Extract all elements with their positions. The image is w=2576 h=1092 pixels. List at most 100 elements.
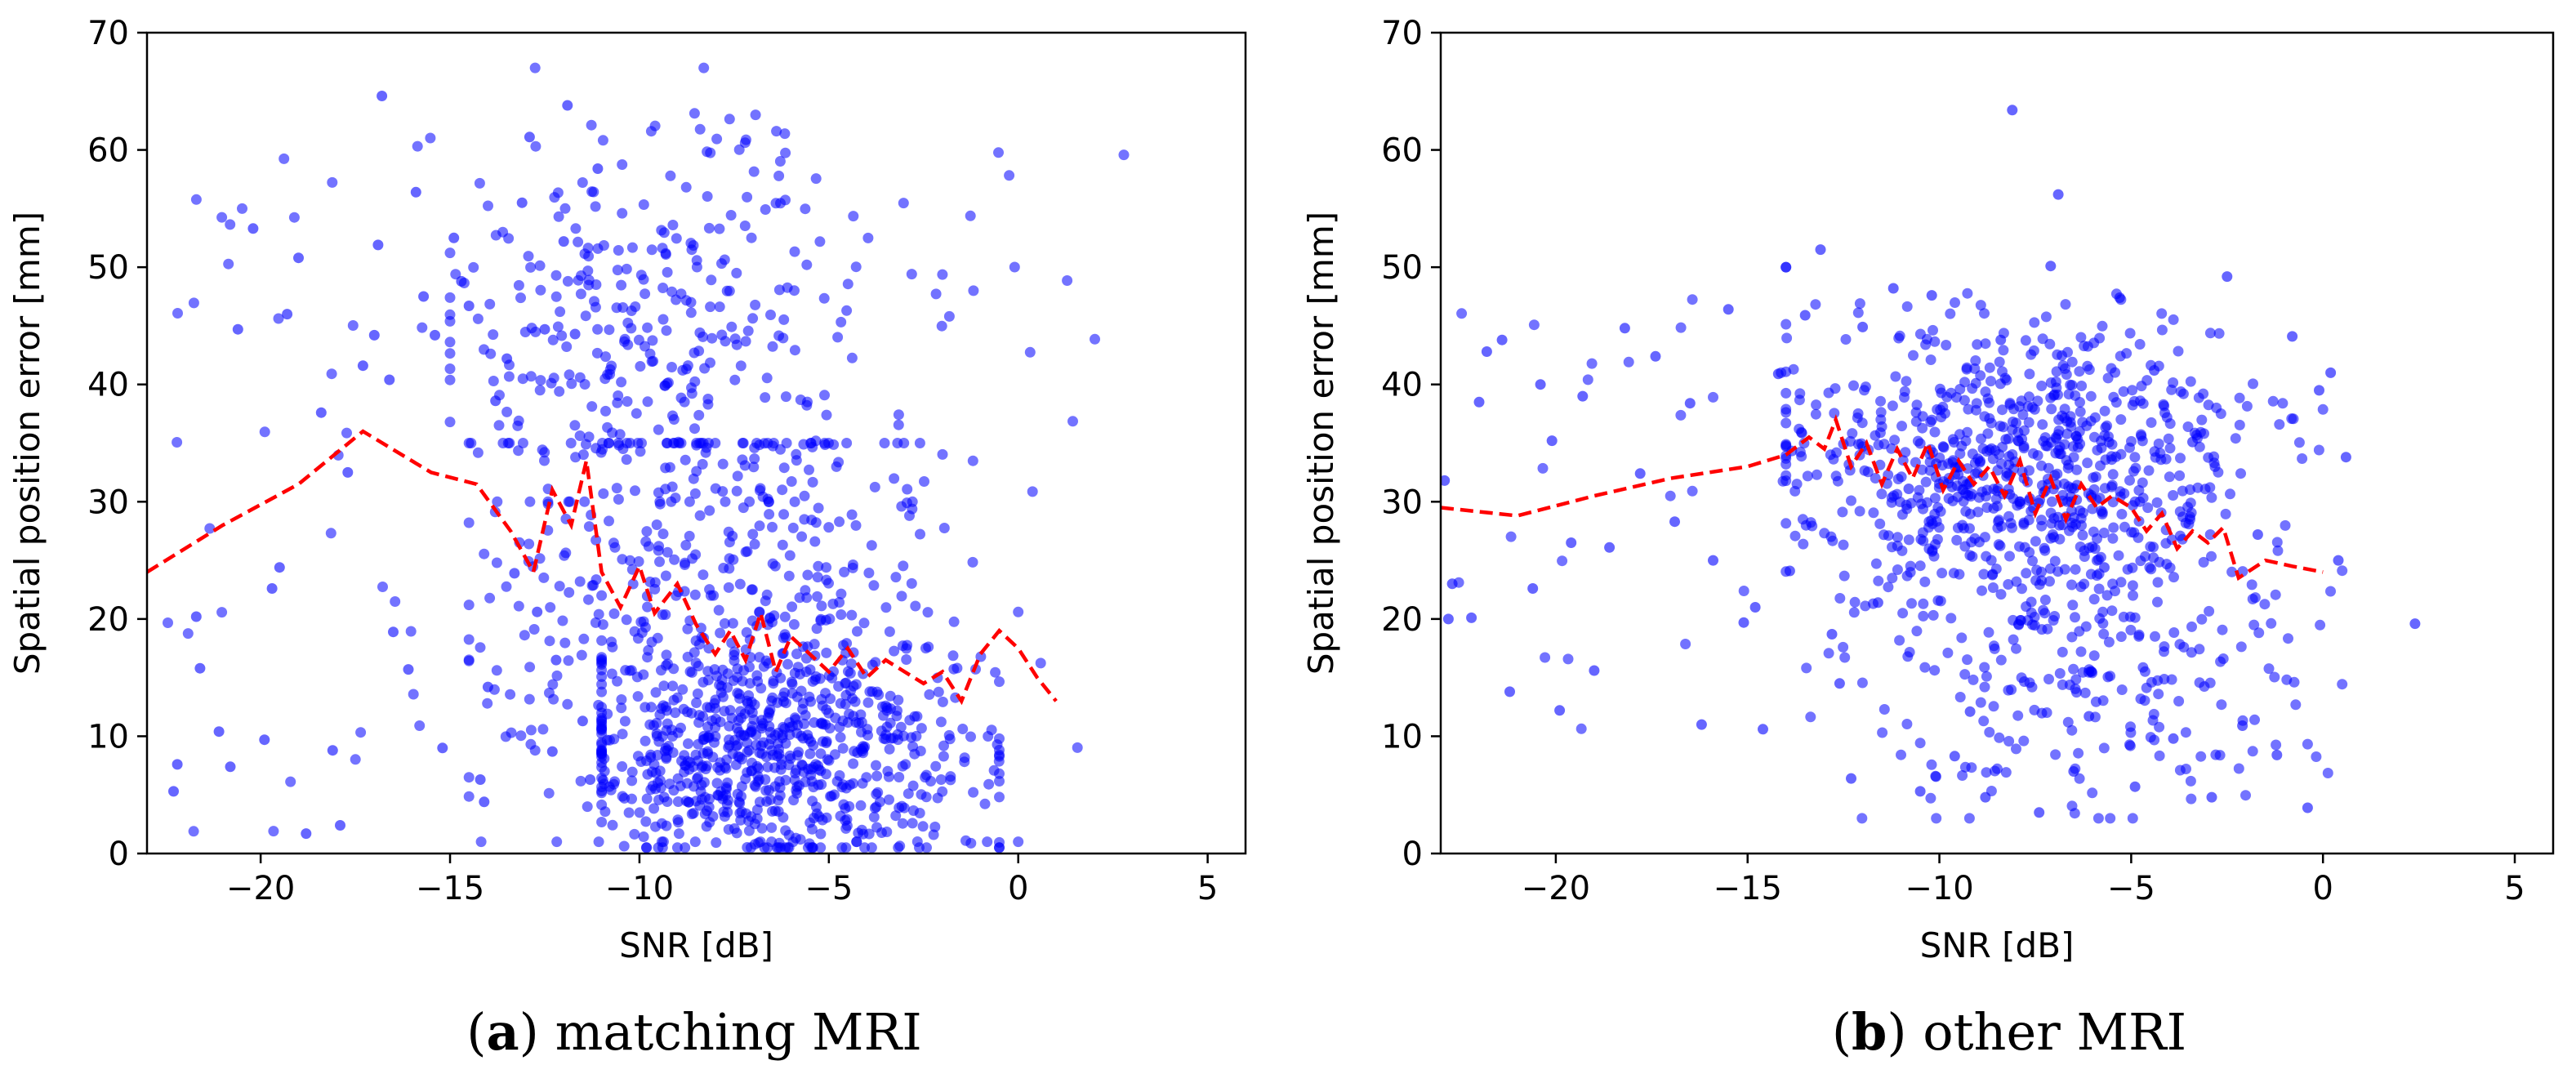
scatter-point (2159, 641, 2170, 653)
scatter-point (2060, 299, 2071, 310)
scatter-point (530, 326, 541, 337)
scatter-point (2274, 419, 2285, 430)
scatter-point (1972, 453, 1984, 465)
scatter-point (742, 842, 753, 853)
scatter-point (791, 649, 802, 660)
scatter-point (1466, 612, 1477, 623)
scatter-point (684, 764, 695, 775)
scatter-point (2003, 736, 2015, 747)
scatter-point (791, 455, 802, 466)
scatter-point (2153, 689, 2164, 700)
scatter-point (2247, 746, 2258, 757)
scatter-point (602, 421, 613, 433)
scatter-point (729, 374, 741, 386)
scatter-point (1967, 383, 1978, 394)
scatter-point (747, 528, 759, 540)
scatter-point (746, 811, 757, 822)
scatter-point (2088, 594, 2100, 605)
scatter-point (493, 420, 505, 431)
scatter-point (901, 654, 912, 665)
scatter-point (599, 765, 610, 777)
scatter-point (837, 715, 849, 727)
scatter-point (604, 324, 615, 336)
scatter-point (690, 796, 702, 807)
scatter-point (1975, 697, 1986, 708)
x-axis-label: SNR [dB] (619, 925, 773, 965)
scatter-point (725, 210, 737, 221)
scatter-point (2098, 742, 2110, 754)
scatter-point (539, 323, 550, 335)
scatter-point (2039, 432, 2051, 443)
scatter-point (448, 232, 460, 243)
scatter-point (919, 476, 929, 487)
scatter-point (2084, 364, 2095, 375)
scatter-point (500, 731, 511, 742)
scatter-point (1910, 416, 1922, 427)
scatter-point (2204, 529, 2216, 540)
scatter-point (749, 538, 760, 550)
scatter-point (563, 655, 574, 666)
scatter-point (621, 263, 632, 274)
scatter-point (936, 320, 947, 332)
scatter-point (1994, 540, 2006, 551)
scatter-point (1062, 275, 1073, 286)
scatter-point (1918, 598, 1929, 609)
scatter-point (2204, 482, 2216, 493)
scatter-point (2288, 413, 2299, 425)
scatter-point (444, 292, 456, 303)
y-tick-label: 30 (1381, 484, 1423, 521)
scatter-point (1504, 686, 1515, 698)
scatter-point (503, 371, 515, 382)
scatter-point (672, 814, 684, 826)
scatter-point (1844, 465, 1856, 476)
caption-paren-open: ( (466, 1002, 486, 1062)
scatter-point (1903, 534, 1914, 546)
scatter-point (1810, 408, 1821, 420)
scatter-point (994, 791, 1005, 803)
scatter-point (738, 665, 750, 676)
scatter-point (1857, 321, 1869, 332)
scatter-point (2000, 767, 2012, 778)
scatter-point (724, 553, 735, 564)
scatter-point (1990, 564, 2002, 574)
scatter-point (834, 516, 845, 528)
scatter-point (814, 673, 826, 684)
scatter-point (667, 410, 678, 421)
scatter-point (810, 759, 822, 770)
scatter-point (2099, 405, 2110, 417)
scatter-point (216, 212, 228, 223)
scatter-point (698, 733, 710, 745)
scatter-point (1794, 394, 1805, 406)
scatter-point (836, 609, 847, 620)
scatter-point (720, 336, 731, 347)
y-tick-label: 40 (1381, 367, 1423, 404)
scatter-point (1784, 565, 1795, 577)
scatter-point (1566, 537, 1577, 548)
scatter-point (590, 301, 601, 313)
scatter-point (2204, 605, 2215, 617)
scatter-point (2116, 684, 2128, 695)
scatter-point (2259, 599, 2271, 610)
scatter-point (935, 774, 947, 785)
scatter-point (618, 840, 630, 852)
scatter-point (1959, 394, 1970, 406)
scatter-point (1849, 596, 1861, 608)
scatter-point (1914, 438, 1926, 449)
scatter-point (990, 666, 1001, 678)
scatter-point (2003, 433, 2014, 444)
scatter-point (2241, 400, 2253, 412)
scatter-point (633, 556, 644, 567)
scatter-point (418, 291, 430, 302)
scatter-point (326, 368, 337, 380)
scatter-point (2021, 601, 2032, 613)
scatter-point (2024, 546, 2035, 558)
scatter-point (672, 796, 684, 807)
scatter-point (1906, 598, 1917, 609)
scatter-point (1892, 474, 1904, 484)
scatter-point (590, 617, 601, 628)
scatter-point (789, 774, 800, 786)
scatter-point (635, 361, 646, 372)
scatter-point (679, 396, 690, 408)
scatter-point (1554, 705, 1566, 716)
